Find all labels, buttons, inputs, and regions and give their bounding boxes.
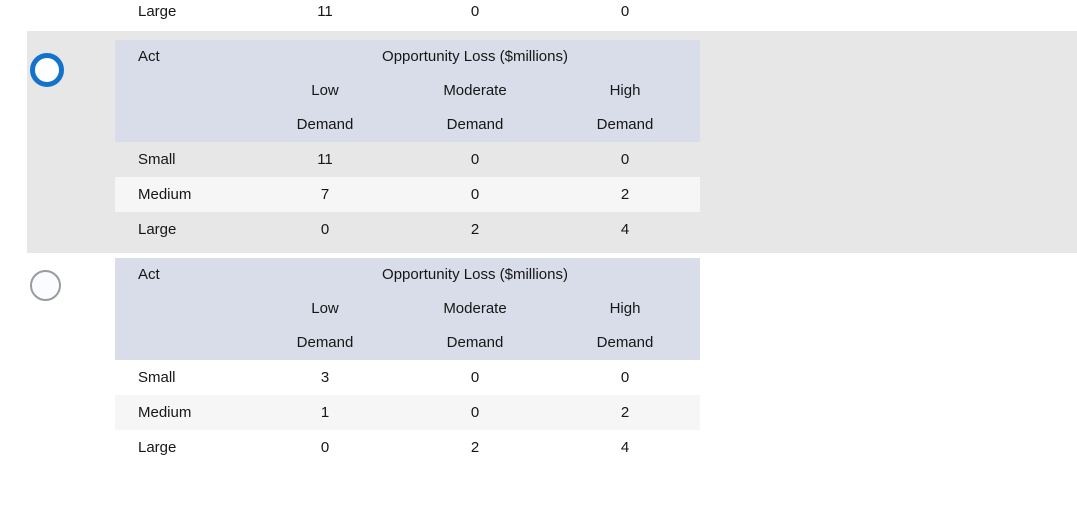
- cell-value: 0: [320, 221, 330, 238]
- header-col-low: Low: [311, 82, 339, 99]
- header-col-high: High: [609, 300, 641, 317]
- header-sub-demand: Demand: [596, 334, 654, 351]
- header-empty-cell: [115, 326, 250, 360]
- cell-value: 7: [320, 186, 330, 203]
- table-header: Act Opportunity Loss ($millions) Low Mod…: [115, 40, 700, 142]
- header-empty-cell: [115, 108, 250, 142]
- cell-value: 11: [317, 3, 333, 20]
- table-row-large: Large 0 2 4: [115, 212, 700, 247]
- row-label: Large: [138, 221, 177, 238]
- cell-value: 11: [317, 151, 333, 168]
- cell-value: 0: [320, 439, 330, 456]
- header-col-high: High: [609, 82, 641, 99]
- header-col-moderate: Moderate: [443, 82, 507, 99]
- header-sub-demand: Demand: [446, 334, 504, 351]
- header-act-label: Act: [138, 266, 160, 283]
- header-col-moderate: Moderate: [443, 300, 507, 317]
- row-label: Small: [138, 151, 176, 168]
- row-label: Medium: [138, 186, 192, 203]
- cell-value: 0: [620, 151, 630, 168]
- cell-value: 2: [470, 221, 480, 238]
- header-sub-demand: Demand: [296, 334, 354, 351]
- option-1-radio-selected[interactable]: [30, 53, 64, 87]
- header-span-title: Opportunity Loss ($millions): [382, 266, 568, 283]
- table-row-medium: Medium 1 0 2: [115, 395, 700, 430]
- cell-value: 0: [620, 369, 630, 386]
- table-row-large: Large 0 2 4: [115, 430, 700, 465]
- header-empty-cell: [115, 74, 250, 108]
- cell-value: 2: [620, 186, 630, 203]
- header-act-label: Act: [138, 48, 160, 65]
- header-empty-cell: [115, 292, 250, 326]
- option-2-radio-unselected[interactable]: [30, 270, 61, 301]
- table-row-small: Small 3 0 0: [115, 360, 700, 395]
- cell-value: 2: [470, 439, 480, 456]
- header-sub-demand: Demand: [446, 116, 504, 133]
- row-label: Large: [138, 3, 177, 20]
- option-2-opportunity-loss-table: Act Opportunity Loss ($millions) Low Mod…: [115, 258, 700, 465]
- cell-value: 0: [470, 151, 480, 168]
- partial-table-row: Large 11 0 0: [115, 0, 700, 23]
- table-header: Act Opportunity Loss ($millions) Low Mod…: [115, 258, 700, 360]
- cell-value: 0: [620, 3, 630, 20]
- cell-value: 0: [470, 186, 480, 203]
- row-label: Small: [138, 369, 176, 386]
- cell-value: 2: [620, 404, 630, 421]
- header-span-title: Opportunity Loss ($millions): [382, 48, 568, 65]
- cell-value: 0: [470, 404, 480, 421]
- cell-value: 1: [320, 404, 330, 421]
- cell-value: 0: [470, 369, 480, 386]
- option-1-opportunity-loss-table: Act Opportunity Loss ($millions) Low Mod…: [115, 40, 700, 247]
- cell-value: 0: [470, 3, 480, 20]
- header-sub-demand: Demand: [296, 116, 354, 133]
- table-row-small: Small 11 0 0: [115, 142, 700, 177]
- header-sub-demand: Demand: [596, 116, 654, 133]
- table-row-medium: Medium 7 0 2: [115, 177, 700, 212]
- header-col-low: Low: [311, 300, 339, 317]
- row-label: Medium: [138, 404, 192, 421]
- row-label: Large: [138, 439, 177, 456]
- cell-value: 3: [320, 369, 330, 386]
- cell-value: 4: [620, 439, 630, 456]
- cell-value: 4: [620, 221, 630, 238]
